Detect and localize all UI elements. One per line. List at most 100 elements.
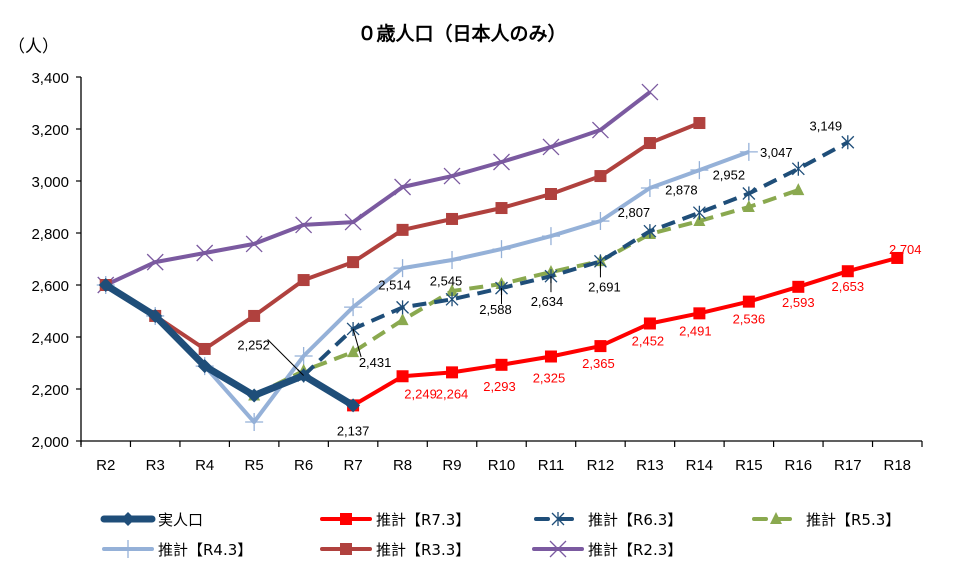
x-tick-label: R16 bbox=[785, 457, 813, 474]
data-label: 2,431 bbox=[359, 355, 392, 370]
legend-label: 推計【R4.3】 bbox=[158, 540, 253, 559]
x-tick-label: R4 bbox=[195, 457, 214, 474]
legend-label: 推計【R3.3】 bbox=[376, 540, 471, 559]
data-point bbox=[792, 183, 805, 196]
data-point bbox=[640, 179, 659, 198]
x-tick-label: R3 bbox=[146, 457, 165, 474]
x-tick-label: R17 bbox=[834, 457, 862, 474]
data-point bbox=[245, 413, 264, 432]
data-point bbox=[396, 223, 409, 236]
y-tick-label: 3,200 bbox=[31, 122, 69, 139]
data-point bbox=[445, 292, 459, 307]
data-point bbox=[198, 342, 211, 355]
data-point bbox=[739, 142, 758, 161]
legend-label: 推計【R2.3】 bbox=[588, 540, 683, 559]
data-point bbox=[394, 178, 412, 196]
data-point bbox=[690, 161, 709, 180]
data-point bbox=[742, 295, 755, 308]
x-tick-label: R7 bbox=[343, 457, 362, 474]
x-tick-label: R15 bbox=[735, 457, 763, 474]
legend-item[interactable]: 推計【R3.3】 bbox=[318, 538, 470, 560]
data-label: 2,452 bbox=[632, 333, 665, 348]
data-label: 2,293 bbox=[483, 379, 516, 394]
legend-item[interactable]: 推計【R6.3】 bbox=[530, 508, 682, 530]
legend-item[interactable]: 実人口 bbox=[100, 508, 203, 530]
legend-item[interactable]: 推計【R5.3】 bbox=[748, 508, 900, 530]
data-point bbox=[446, 366, 459, 379]
data-point bbox=[643, 137, 656, 150]
data-label: 2,365 bbox=[582, 356, 615, 371]
legend-swatch bbox=[102, 540, 154, 558]
series-line bbox=[104, 150, 750, 424]
data-point bbox=[791, 161, 805, 176]
legend-swatch bbox=[100, 512, 156, 526]
data-point bbox=[692, 205, 706, 220]
data-label: 2,249 bbox=[404, 386, 437, 401]
data-label: 2,952 bbox=[713, 167, 746, 182]
data-point bbox=[197, 359, 212, 374]
axes: 2,000 2,200 2,400 2,600 2,800 3,000 3,200 3,400… bbox=[31, 70, 923, 474]
data-point bbox=[693, 214, 706, 227]
data-point bbox=[245, 235, 263, 253]
data-label: 2,536 bbox=[733, 312, 766, 327]
legend-swatch bbox=[320, 513, 372, 525]
data-point bbox=[347, 256, 360, 269]
data-label: 2,634 bbox=[531, 294, 564, 309]
data-point bbox=[346, 321, 360, 336]
data-point bbox=[542, 138, 560, 156]
data-point bbox=[148, 308, 163, 323]
data-point bbox=[891, 251, 904, 264]
data-label: 2,593 bbox=[782, 295, 815, 310]
data-point bbox=[344, 298, 363, 317]
data-point bbox=[295, 216, 313, 234]
x-tick-label: R8 bbox=[393, 457, 412, 474]
data-point bbox=[841, 135, 855, 150]
legend-item[interactable]: 推計【R2.3】 bbox=[530, 538, 682, 560]
x-tick-label: R12 bbox=[587, 457, 615, 474]
x-tick-label: R9 bbox=[442, 457, 461, 474]
data-label: 2,653 bbox=[832, 279, 865, 294]
data-label: 3,149 bbox=[810, 118, 843, 133]
legend-label: 推計【R7.3】 bbox=[376, 510, 471, 529]
y-tick-label: 2,800 bbox=[31, 226, 69, 243]
data-point bbox=[248, 309, 261, 322]
data-point bbox=[443, 167, 461, 185]
y-tick-label: 2,600 bbox=[31, 278, 69, 295]
data-label: 3,047 bbox=[760, 145, 793, 160]
x-tick-label: R11 bbox=[538, 457, 564, 474]
data-point bbox=[443, 251, 462, 270]
legend-swatch bbox=[320, 543, 372, 555]
data-label: 2,514 bbox=[378, 277, 411, 292]
legend-item[interactable]: 推計【R7.3】 bbox=[318, 508, 470, 530]
legend-label: 推計【R6.3】 bbox=[588, 510, 683, 529]
legend-label: 実人口 bbox=[158, 510, 204, 529]
y-tick-label: 3,000 bbox=[31, 174, 69, 191]
data-label: 2,704 bbox=[889, 242, 922, 257]
data-point bbox=[297, 274, 310, 287]
legend-item[interactable]: 推計【R4.3】 bbox=[100, 538, 252, 560]
data-point bbox=[594, 340, 607, 353]
data-point bbox=[146, 253, 164, 271]
data-point bbox=[247, 388, 262, 403]
leader-line bbox=[352, 328, 362, 358]
y-tick-label: 3,400 bbox=[31, 70, 69, 87]
data-point bbox=[346, 398, 361, 413]
data-label: 2,588 bbox=[479, 302, 512, 317]
legend-swatch bbox=[534, 512, 582, 526]
data-point bbox=[396, 370, 409, 383]
data-label: 2,491 bbox=[679, 323, 712, 338]
data-label-layer: 2,431 2,514 2,545 2,588 2,634 2,691 2,807 2,878… bbox=[237, 118, 921, 438]
data-point bbox=[446, 283, 459, 296]
data-point bbox=[98, 278, 113, 292]
data-label: 2,545 bbox=[430, 273, 463, 288]
x-tick-label: R18 bbox=[883, 457, 911, 474]
data-label: 2,137 bbox=[337, 423, 370, 438]
data-label: 2,878 bbox=[665, 183, 698, 198]
data-point bbox=[396, 300, 410, 315]
legend-swatch bbox=[532, 540, 584, 558]
data-point bbox=[396, 313, 409, 326]
data-point bbox=[446, 212, 459, 225]
data-point bbox=[591, 121, 609, 139]
leader-line bbox=[267, 339, 304, 376]
